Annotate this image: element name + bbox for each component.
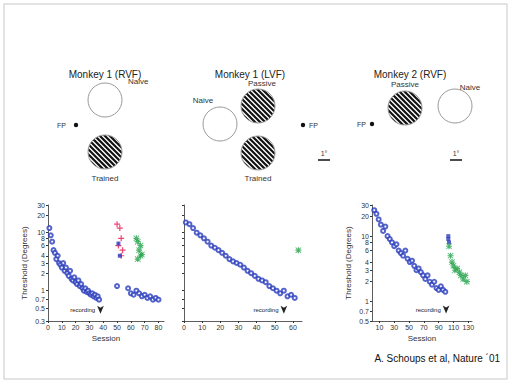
svg-text:30: 30	[235, 324, 243, 331]
svg-text:recording: recording	[416, 307, 441, 313]
svg-text:Trained: Trained	[92, 174, 119, 183]
svg-text:Monkey 1 (RVF): Monkey 1 (RVF)	[69, 69, 142, 80]
svg-text:20: 20	[361, 213, 369, 220]
svg-text:FP: FP	[309, 122, 318, 129]
svg-text:10: 10	[361, 233, 369, 240]
svg-text:6: 6	[41, 242, 45, 249]
svg-text:90: 90	[435, 324, 443, 331]
svg-text:4: 4	[365, 259, 369, 266]
svg-text:10: 10	[376, 324, 384, 331]
svg-text:Passive: Passive	[391, 80, 420, 89]
svg-text:Monkey 2 (RVF): Monkey 2 (RVF)	[374, 69, 447, 80]
svg-text:A. Schoups et al, Nature ´01: A. Schoups et al, Nature ´01	[374, 353, 500, 364]
svg-text:0: 0	[182, 324, 186, 331]
svg-text:1°: 1°	[321, 150, 328, 157]
svg-text:8: 8	[41, 234, 45, 242]
svg-text:20: 20	[37, 212, 45, 219]
svg-text:recording: recording	[253, 307, 278, 313]
svg-text:30: 30	[361, 202, 369, 209]
svg-text:1: 1	[41, 287, 45, 294]
svg-text:Passive: Passive	[248, 79, 277, 88]
svg-text:10: 10	[58, 324, 66, 331]
svg-text:Monkey 1 (LVF): Monkey 1 (LVF)	[215, 69, 285, 80]
svg-text:Threshold (Degrees): Threshold (Degrees)	[344, 226, 353, 300]
svg-text:80: 80	[155, 324, 163, 331]
svg-text:30: 30	[37, 202, 45, 209]
svg-text:10: 10	[198, 324, 206, 331]
svg-text:110: 110	[448, 324, 459, 331]
svg-text:70: 70	[420, 324, 428, 331]
svg-text:Session: Session	[408, 334, 436, 343]
svg-text:1°: 1°	[453, 150, 460, 157]
svg-text:40: 40	[99, 324, 107, 331]
svg-text:60: 60	[127, 324, 135, 331]
svg-text:20: 20	[72, 324, 80, 331]
svg-text:50: 50	[405, 324, 413, 331]
svg-text:Session: Session	[92, 334, 120, 343]
svg-text:0.7: 0.7	[359, 308, 369, 315]
svg-text:0.3: 0.3	[35, 318, 45, 325]
svg-text:6: 6	[365, 247, 369, 254]
svg-text:Trained: Trained	[245, 174, 272, 183]
svg-text:2: 2	[365, 278, 369, 285]
svg-text:recording: recording	[70, 307, 95, 313]
svg-text:Naive: Naive	[193, 96, 214, 105]
svg-text:20: 20	[216, 324, 224, 331]
svg-text:70: 70	[141, 324, 149, 331]
svg-text:3: 3	[365, 267, 369, 274]
svg-text:Naive: Naive	[128, 77, 149, 86]
svg-text:0: 0	[46, 324, 50, 331]
svg-text:FP: FP	[357, 121, 366, 128]
svg-text:30: 30	[390, 324, 398, 331]
svg-text:FP: FP	[57, 122, 66, 129]
svg-text:10: 10	[37, 229, 45, 236]
svg-text:0.7: 0.7	[35, 296, 45, 303]
svg-text:8: 8	[365, 239, 369, 246]
svg-text:30: 30	[86, 324, 94, 331]
svg-text:60: 60	[289, 324, 297, 331]
svg-text:50: 50	[113, 324, 121, 331]
svg-text:Threshold (Degrees): Threshold (Degrees)	[20, 226, 29, 300]
svg-text:40: 40	[253, 324, 261, 331]
svg-text:Naive: Naive	[460, 83, 481, 92]
svg-text:3: 3	[41, 260, 45, 267]
svg-text:4: 4	[41, 252, 45, 259]
svg-text:50: 50	[271, 324, 279, 331]
svg-text:130: 130	[462, 324, 474, 331]
svg-text:0.5: 0.5	[359, 318, 369, 325]
svg-text:1: 1	[365, 298, 369, 305]
svg-text:0.5: 0.5	[35, 305, 45, 312]
svg-text:2: 2	[41, 270, 45, 277]
